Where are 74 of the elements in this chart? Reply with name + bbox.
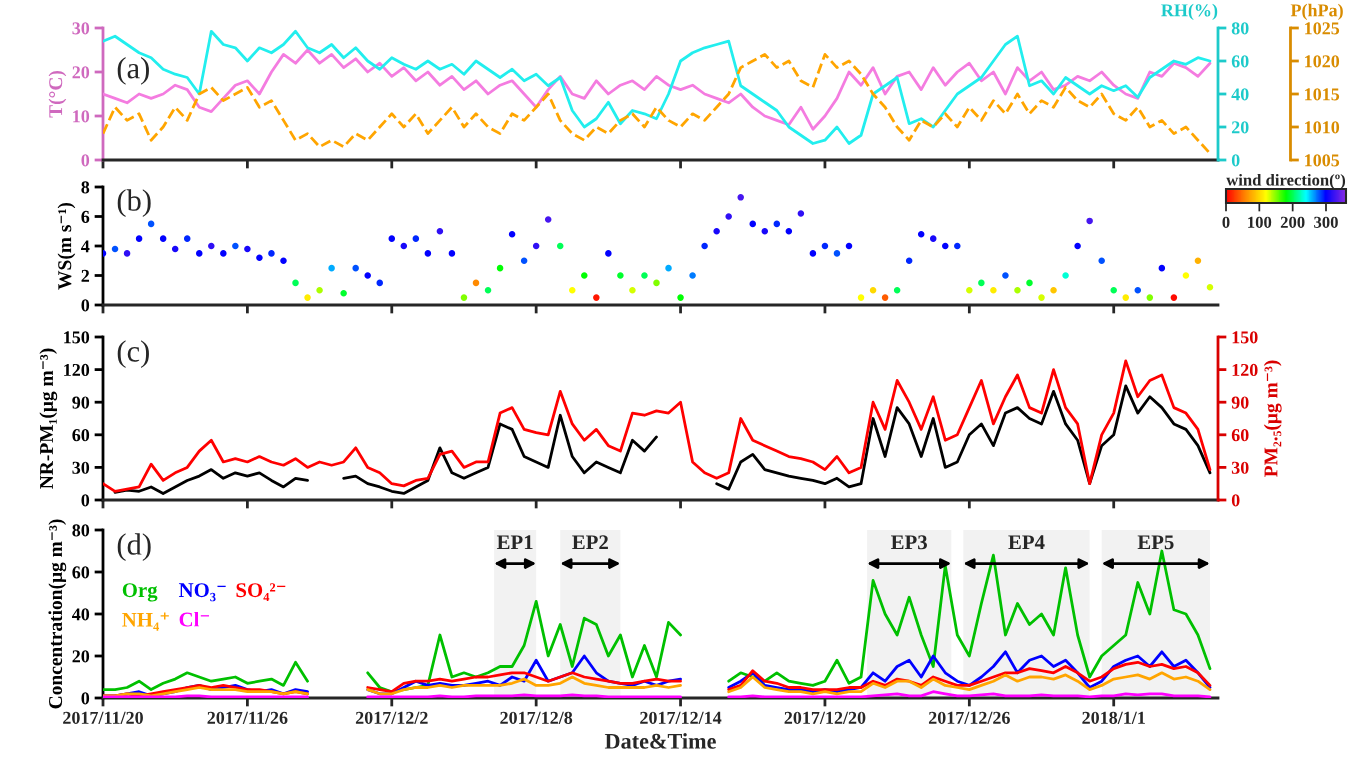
- y2-tick-label: 120: [1232, 363, 1258, 377]
- y-tick-label: 0: [81, 154, 90, 167]
- y2-tick-label: 20: [1231, 121, 1249, 134]
- y-tick-label: 60: [72, 429, 90, 442]
- y3-tick-label: 1005: [1305, 154, 1340, 167]
- text: SO₄²⁻: [236, 583, 286, 602]
- line-series: [103, 29, 1212, 145]
- y2-tick-label: 60: [1231, 55, 1249, 68]
- x-tick-label: 2017/12/8: [500, 711, 573, 724]
- y-axis-title: NR-PM₁(μg m⁻³): [39, 348, 58, 489]
- x-tick-label: 2017/12/14: [640, 711, 722, 724]
- text: Org: [122, 583, 158, 602]
- y-tick-label: 30: [72, 22, 90, 35]
- y-tick-label: 0: [81, 299, 90, 312]
- y3-tick-label: 1010: [1305, 121, 1340, 134]
- band-label: EP3: [891, 535, 927, 550]
- annotation: (a): [117, 57, 149, 85]
- x-axis-title: Date&Time: [604, 733, 716, 749]
- y-axis-title: WS(m s⁻¹): [57, 202, 76, 290]
- y2-tick-label: 0: [1231, 494, 1240, 507]
- y-axis-title: Concentration(μg m⁻³): [48, 519, 67, 709]
- band-label: EP2: [572, 535, 608, 550]
- y-tick-label: 2: [81, 269, 90, 282]
- y2-tick-label: 150: [1232, 331, 1258, 344]
- y2-axis-title: RH(%): [1161, 3, 1218, 21]
- y-tick-label: 150: [64, 331, 90, 344]
- y-tick-label: 20: [72, 66, 90, 79]
- band-label: EP1: [496, 535, 533, 550]
- y2-axis-title: PM₂.₅(μg m⁻³): [1263, 360, 1282, 477]
- x-tick-label: 2017/12/26: [928, 711, 1010, 724]
- y-tick-label: 80: [72, 524, 90, 537]
- y2-tick-label: 40: [1231, 88, 1249, 101]
- x-tick-label: 2018/1/1: [1082, 711, 1145, 724]
- line-series: [103, 48, 1212, 131]
- y-tick-label: 4: [81, 240, 90, 253]
- text: NH₄⁺: [122, 612, 169, 631]
- color-bar-label: 200: [1280, 216, 1305, 228]
- color-bar-title: wind direction(º): [1226, 173, 1346, 189]
- y2-tick-label: 30: [1231, 461, 1249, 474]
- y-axis-title: T(°C): [48, 70, 67, 118]
- text: NO₃⁻: [178, 583, 226, 602]
- color-bar-label: 300: [1314, 216, 1338, 228]
- y3-tick-label: 1015: [1305, 88, 1340, 101]
- y2-tick-label: 80: [1231, 22, 1249, 35]
- y-tick-label: 90: [72, 396, 90, 409]
- color-bar-label: 100: [1248, 216, 1272, 228]
- y-tick-label: 60: [72, 566, 90, 579]
- band-label: EP5: [1137, 535, 1174, 550]
- color-bar-label: 0: [1222, 216, 1230, 228]
- y-tick-label: 10: [73, 110, 90, 123]
- y3-tick-label: 1025: [1305, 22, 1340, 35]
- annotation: (d): [117, 533, 151, 562]
- annotation: (b): [117, 189, 151, 218]
- y2-tick-label: 60: [1231, 429, 1249, 442]
- y-tick-label: 30: [72, 461, 90, 474]
- x-tick-label: 2017/12/20: [784, 711, 866, 724]
- y3-tick-label: 1020: [1305, 55, 1340, 68]
- y-tick-label: 20: [72, 650, 90, 663]
- y-tick-label: 120: [64, 363, 90, 377]
- y2-tick-label: 0: [1231, 154, 1240, 167]
- y-tick-label: 0: [81, 692, 90, 705]
- y2-tick-label: 90: [1231, 396, 1249, 409]
- band-label: EP4: [1008, 535, 1045, 550]
- y3-axis-title: P(hPa): [1290, 3, 1343, 21]
- y-tick-label: 8: [81, 181, 90, 194]
- x-tick-label: 2017/11/26: [207, 711, 288, 724]
- y-tick-label: 6: [81, 210, 90, 223]
- text: Cl⁻: [179, 611, 210, 627]
- line-series: [103, 53, 1212, 155]
- y-tick-label: 0: [81, 494, 90, 507]
- y-tick-label: 40: [72, 608, 90, 621]
- annotation: (c): [117, 340, 149, 368]
- x-tick-label: 2017/11/20: [63, 711, 143, 724]
- x-tick-label: 2017/12/2: [355, 711, 428, 724]
